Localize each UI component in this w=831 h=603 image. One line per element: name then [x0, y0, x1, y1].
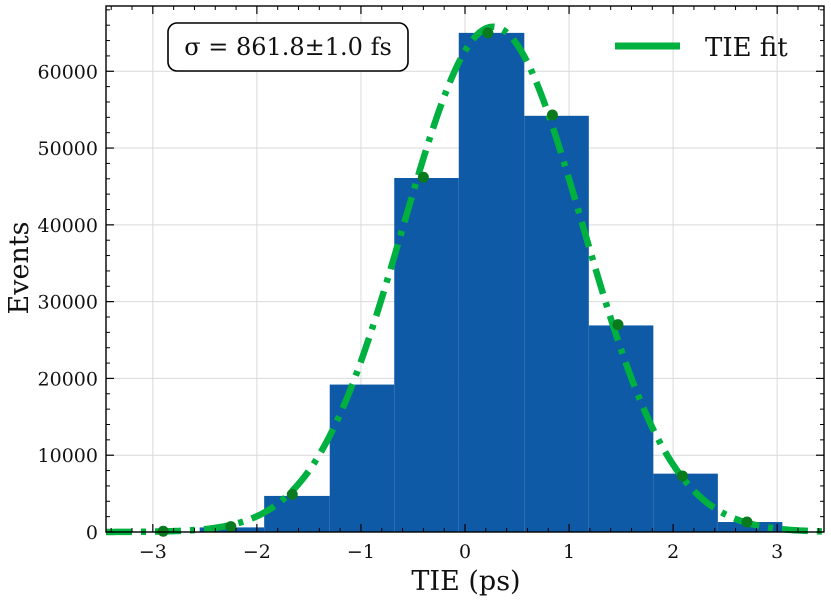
- legend-label: TIE fit: [705, 33, 788, 63]
- annotation-frame: [167, 22, 409, 72]
- fit-marker-4: [482, 27, 494, 39]
- y-axis-title: Events: [4, 221, 35, 314]
- fit-marker-5: [546, 109, 558, 121]
- annotation-box: σ = 861.8±1.0 fs: [167, 22, 409, 72]
- histogram-bar-1: [264, 495, 330, 532]
- fit-marker-1: [225, 521, 237, 533]
- legend: TIE fit: [615, 33, 788, 63]
- y-tick-label-4: 40000: [38, 215, 98, 237]
- y-tick-label-5: 50000: [38, 138, 98, 160]
- fit-marker-7: [676, 470, 688, 482]
- x-tick-label-2: −1: [347, 541, 375, 563]
- fit-marker-3: [417, 171, 429, 183]
- annotation-text: σ = 861.8±1.0 fs: [184, 33, 392, 61]
- y-tick-label-0: 0: [86, 522, 98, 544]
- x-tick-label-4: 1: [563, 541, 575, 563]
- y-tick-label-2: 20000: [38, 368, 98, 390]
- histogram-bar-6: [588, 325, 654, 532]
- histogram-bar-5: [524, 115, 589, 532]
- fit-marker-0: [157, 525, 169, 537]
- x-tick-label-6: 3: [771, 541, 783, 563]
- histogram-bar-2: [329, 384, 395, 532]
- ticks: −3 −2 −1 0 1 2 3 0 10000 20000 30000 40000 50000 6000…: [38, 6, 824, 563]
- histogram-bar-3: [394, 178, 459, 532]
- histogram-bar-4: [458, 32, 525, 532]
- y-tick-label-1: 10000: [38, 445, 98, 467]
- x-tick-label-1: −2: [243, 541, 271, 563]
- x-tick-label-5: 2: [667, 541, 679, 563]
- x-tick-label-3: 0: [459, 541, 471, 563]
- x-tick-label-0: −3: [139, 541, 167, 563]
- y-tick-label-6: 60000: [38, 61, 98, 83]
- fit-marker-2: [286, 488, 298, 500]
- x-axis-title: TIE (ps): [411, 566, 520, 597]
- fit-marker-6: [612, 319, 624, 331]
- fit-markers: [157, 27, 753, 537]
- y-tick-label-3: 30000: [38, 292, 98, 314]
- fit-marker-8: [741, 516, 753, 528]
